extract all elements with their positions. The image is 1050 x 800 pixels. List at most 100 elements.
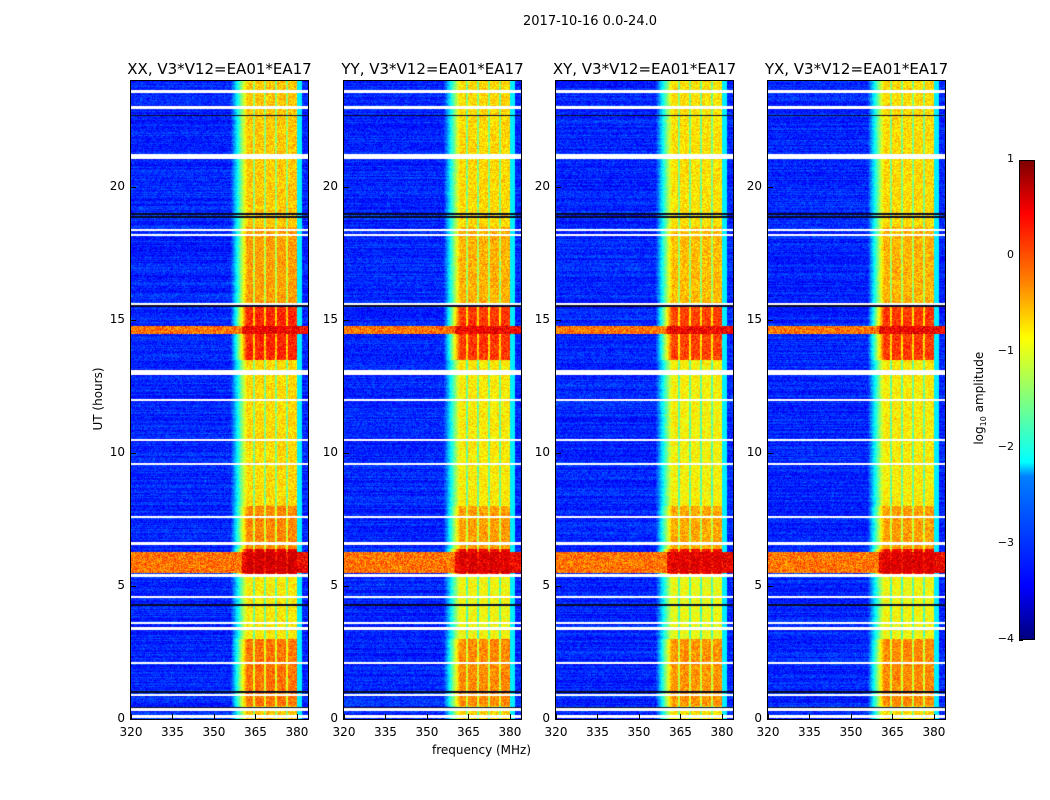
colorbar-label: log10 amplitude	[971, 351, 989, 445]
y-tick-mark	[556, 187, 561, 189]
x-tick-mark	[680, 714, 682, 719]
x-tick-mark	[213, 714, 215, 719]
y-tick-label: 15	[322, 312, 338, 327]
x-tick-label: 350	[839, 725, 863, 739]
x-tick-mark	[768, 714, 769, 719]
y-tick-mark	[344, 320, 349, 322]
x-tick-mark	[721, 714, 723, 719]
figure-title: 2017-10-16 0.0-24.0	[523, 14, 657, 29]
spectrogram-panel	[556, 81, 733, 719]
y-tick-mark	[768, 586, 773, 588]
x-tick-mark	[426, 714, 428, 719]
x-tick-mark	[556, 714, 557, 719]
y-tick-label: 20	[746, 179, 762, 194]
colorbar-label-sub: 10	[979, 416, 989, 427]
x-tick-mark	[850, 714, 852, 719]
x-axis-label: frequency (MHz)	[432, 743, 532, 757]
y-tick-label: 10	[322, 445, 338, 460]
y-tick-mark	[131, 187, 136, 189]
spectrogram-panel	[131, 81, 308, 719]
y-tick-mark	[556, 719, 561, 720]
x-tick-label: 335	[586, 725, 609, 739]
x-tick-mark	[172, 714, 174, 719]
colorbar-tick-label: −4	[997, 632, 1014, 645]
y-tick-label: 10	[109, 445, 125, 460]
y-tick-mark	[556, 586, 561, 588]
colorbar	[1019, 160, 1035, 640]
y-tick-label: 20	[534, 179, 550, 194]
y-tick-label: 0	[542, 711, 550, 725]
x-tick-label: 380	[285, 725, 309, 739]
colorbar-tick-mark	[1019, 640, 1023, 641]
x-tick-mark	[344, 714, 345, 719]
y-tick-label: 5	[542, 578, 550, 593]
y-tick-label: 5	[117, 578, 125, 593]
x-tick-mark	[385, 714, 387, 719]
panel-frame	[343, 80, 522, 720]
x-tick-label: 350	[627, 725, 651, 739]
x-tick-label: 350	[202, 725, 226, 739]
x-tick-mark	[296, 714, 298, 719]
colorbar-tick-label: −2	[997, 440, 1014, 453]
y-tick-mark	[344, 453, 349, 455]
y-tick-label: 0	[330, 711, 338, 725]
panel-frame	[130, 80, 309, 720]
x-tick-mark	[892, 714, 894, 719]
y-tick-mark	[131, 320, 136, 322]
x-tick-label: 365	[669, 725, 692, 739]
x-tick-label: 365	[457, 725, 480, 739]
x-tick-mark	[509, 714, 511, 719]
x-tick-label: 320	[544, 725, 568, 739]
y-tick-label: 10	[534, 445, 550, 460]
panel-frame	[555, 80, 734, 720]
x-tick-label: 380	[922, 725, 946, 739]
x-tick-mark	[255, 714, 257, 719]
colorbar-tick-label: 1	[1007, 152, 1014, 165]
y-tick-label: 15	[746, 312, 762, 327]
x-tick-mark	[638, 714, 640, 719]
x-tick-mark	[933, 714, 935, 719]
colorbar-tick-label: 0	[1007, 248, 1014, 261]
colorbar-tick-label: −3	[997, 536, 1014, 549]
y-tick-label: 20	[109, 179, 125, 194]
x-tick-label: 320	[756, 725, 780, 739]
y-tick-label: 20	[322, 179, 338, 194]
y-tick-label: 5	[330, 578, 338, 593]
x-tick-label: 335	[161, 725, 184, 739]
spectrogram-panel	[768, 81, 945, 719]
y-tick-mark	[344, 586, 349, 588]
y-tick-label: 10	[746, 445, 762, 460]
x-tick-mark	[809, 714, 811, 719]
y-tick-label: 15	[109, 312, 125, 327]
panel-title: YX, V3*V12=EA01*EA17	[764, 60, 949, 78]
y-tick-mark	[344, 719, 349, 720]
x-tick-label: 380	[710, 725, 734, 739]
panel-title: XY, V3*V12=EA01*EA17	[552, 60, 737, 78]
y-tick-mark	[131, 719, 136, 720]
panel-frame	[767, 80, 946, 720]
x-tick-label: 335	[798, 725, 821, 739]
y-tick-mark	[556, 453, 561, 455]
x-tick-label: 365	[881, 725, 904, 739]
x-tick-label: 350	[415, 725, 439, 739]
y-tick-mark	[768, 320, 773, 322]
y-axis-label: UT (hours)	[91, 367, 105, 431]
y-tick-mark	[768, 187, 773, 189]
panel-title: YY, V3*V12=EA01*EA17	[341, 60, 524, 78]
y-tick-mark	[556, 320, 561, 322]
y-tick-label: 0	[117, 711, 125, 725]
y-tick-label: 15	[534, 312, 550, 327]
y-tick-mark	[344, 187, 349, 189]
y-tick-label: 5	[754, 578, 762, 593]
y-tick-label: 0	[754, 711, 762, 725]
panel-title: XX, V3*V12=EA01*EA17	[127, 60, 312, 78]
x-tick-label: 320	[119, 725, 143, 739]
x-tick-label: 365	[244, 725, 267, 739]
x-tick-mark	[131, 714, 132, 719]
y-tick-mark	[131, 586, 136, 588]
y-tick-mark	[768, 719, 773, 720]
y-tick-mark	[131, 453, 136, 455]
x-tick-mark	[597, 714, 599, 719]
colorbar-tick-label: −1	[997, 344, 1014, 357]
x-tick-label: 380	[498, 725, 522, 739]
